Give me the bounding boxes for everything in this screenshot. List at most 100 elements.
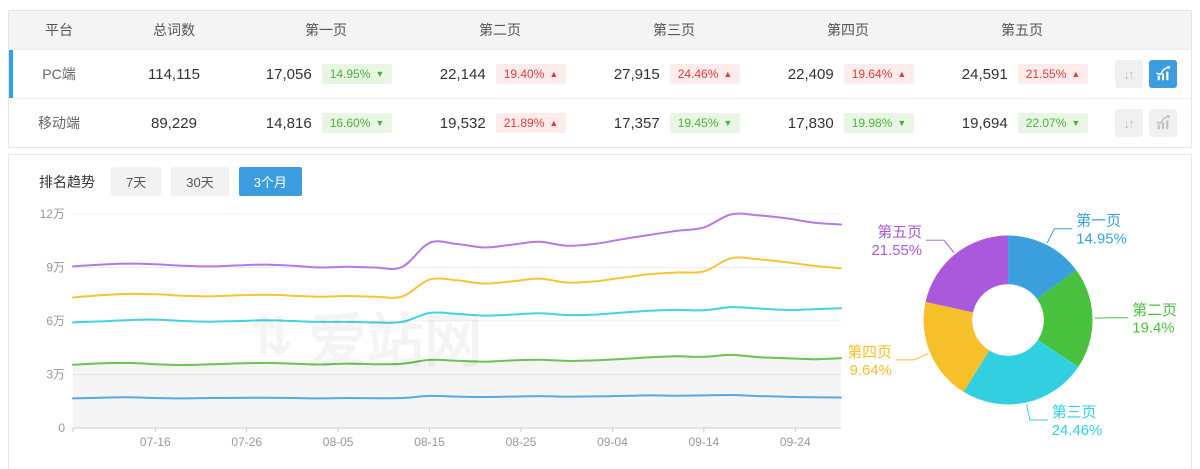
label-leader-line <box>1046 228 1073 244</box>
x-tick-label: 08-15 <box>414 435 445 449</box>
tab-range-1[interactable]: 30天 <box>171 167 229 196</box>
y-tick-label: 3万 <box>46 368 65 382</box>
area-fill <box>73 354 841 428</box>
table-row[interactable]: PC端 114,115 17,056 14.95% ▼ 22,144 19.40% ▲ 27,9… <box>9 49 1191 98</box>
donut-slice-2[interactable] <box>963 339 1079 405</box>
trend-percent: 19.45% <box>677 116 719 130</box>
page-cell: 17,357 19.45% ▼ <box>587 113 761 133</box>
page-count-value: 17,357 <box>613 114 660 132</box>
donut-slice-0[interactable] <box>1008 235 1077 299</box>
trend-badge: 24.46% ▲ <box>669 64 741 84</box>
down-triangle-icon: ▼ <box>375 117 385 128</box>
donut-slice-3[interactable] <box>923 301 990 392</box>
up-triangle-icon: ▲ <box>549 68 559 79</box>
show-chart-button[interactable] <box>1149 109 1177 137</box>
up-triangle-icon: ▲ <box>1071 68 1081 79</box>
platform-label: 移动端 <box>38 115 80 131</box>
tab-range-0[interactable]: 7天 <box>111 167 162 196</box>
up-triangle-icon: ▲ <box>723 68 733 79</box>
trend-percent: 21.55% <box>1025 67 1067 81</box>
page-count-value: 19,532 <box>439 114 486 132</box>
page-count-value: 14,816 <box>265 114 312 132</box>
donut-label-name: 第三页 <box>1052 403 1097 421</box>
show-chart-button[interactable] <box>1149 60 1177 88</box>
trend-percent: 16.60% <box>329 116 371 130</box>
x-tick-label: 08-05 <box>323 435 354 449</box>
trend-section-title: 排名趋势 <box>39 173 95 190</box>
bar-chart-trend-icon <box>1156 66 1171 81</box>
y-tick-label: 12万 <box>40 207 65 221</box>
x-tick-label: 09-24 <box>780 435 811 449</box>
series-line <box>72 306 842 324</box>
column-header-4: 第三页 <box>653 22 695 38</box>
donut-label-percent: 21.55% <box>871 243 922 259</box>
trend-percent: 19.98% <box>851 116 893 130</box>
trend-badge: 16.60% ▼ <box>321 113 393 133</box>
down-triangle-icon: ▼ <box>897 117 907 128</box>
column-header-6: 第五页 <box>1001 22 1043 38</box>
platform-label: PC端 <box>42 66 76 82</box>
page-cell: 19,694 22.07% ▼ <box>935 113 1109 133</box>
donut-label-percent: 19.4% <box>1132 321 1174 337</box>
trend-range-tabs: 7天 30天 3个月 <box>111 167 302 196</box>
page-count-value: 22,144 <box>439 65 486 83</box>
page-cell: 22,144 19.40% ▲ <box>413 64 587 84</box>
donut-label-name: 第四页 <box>849 343 892 361</box>
sort-button[interactable]: ↓↑ <box>1115 109 1143 137</box>
trend-badge: 21.89% ▲ <box>495 113 567 133</box>
column-header-3: 第二页 <box>479 22 521 38</box>
page-cell: 17,056 14.95% ▼ <box>239 64 413 84</box>
series-line <box>72 256 842 299</box>
y-tick-label: 6万 <box>46 314 65 328</box>
page-cell: 19,532 21.89% ▲ <box>413 113 587 133</box>
trend-percent: 19.40% <box>503 67 545 81</box>
page-count-value: 22,409 <box>787 65 834 83</box>
series-line <box>72 212 842 270</box>
trend-badge: 21.55% ▲ <box>1017 64 1089 84</box>
trend-badge: 19.45% ▼ <box>669 113 741 133</box>
sort-button[interactable]: ↓↑ <box>1115 60 1143 88</box>
trend-badge: 19.64% ▲ <box>843 64 915 84</box>
column-header-5: 第四页 <box>827 22 869 38</box>
x-tick-label: 08-25 <box>506 435 537 449</box>
x-tick-label: 09-14 <box>689 435 720 449</box>
tab-range-2[interactable]: 3个月 <box>238 167 302 196</box>
up-triangle-icon: ▲ <box>549 117 559 128</box>
page-cell: 24,591 21.55% ▲ <box>935 64 1109 84</box>
column-header-0: 平台 <box>45 22 73 38</box>
total-words-value: 114,115 <box>148 65 200 83</box>
page-count-value: 17,830 <box>787 114 834 132</box>
label-leader-line <box>895 353 929 361</box>
page-count-value: 24,591 <box>961 65 1008 83</box>
donut-label-name: 第五页 <box>877 223 922 241</box>
donut-slice-1[interactable] <box>1036 270 1093 367</box>
trend-badge: 14.95% ▼ <box>321 64 393 84</box>
page-cell: 22,409 19.64% ▲ <box>761 64 935 84</box>
donut-slice-4[interactable] <box>925 235 1009 313</box>
row-actions: ↓↑ <box>1109 109 1191 137</box>
trend-badge: 19.98% ▼ <box>843 113 915 133</box>
keyword-rank-table: 平台 总词数 第一页 第二页 第三页 第四页 第五页 PC端 114,115 17,056 14.… <box>8 10 1192 148</box>
rank-trend-line-chart[interactable]: 07-16 07-26 08-05 08-15 08-25 09-04 09-14 09-24… <box>9 198 849 460</box>
charts-area: 07-16 07-26 08-05 08-15 08-25 09-04 09-14 09-24… <box>9 198 1191 465</box>
table-body: PC端 114,115 17,056 14.95% ▼ 22,144 19.40% ▲ 27,9… <box>9 49 1191 147</box>
page-cell: 27,915 24.46% ▲ <box>587 64 761 84</box>
trend-percent: 14.95% <box>329 67 371 81</box>
trend-badge: 22.07% ▼ <box>1017 113 1089 133</box>
trend-percent: 21.89% <box>503 116 545 130</box>
page-count-value: 27,915 <box>613 65 660 83</box>
donut-label-percent: 14.95% <box>1076 232 1127 248</box>
page-count-value: 19,694 <box>961 114 1008 132</box>
page-cell: 14,816 16.60% ▼ <box>239 113 413 133</box>
rank-trend-panel: 排名趋势 7天 30天 3个月 07-16 07-26 08-05 08-15 08-25 0… <box>8 154 1192 469</box>
page-share-donut-chart[interactable]: 第一页 14.95% 第二页 19.4% 第三页 24.46% 第四页 19.64% 第五页 21… <box>849 198 1187 448</box>
row-actions: ↓↑ <box>1109 60 1191 88</box>
y-tick-label: 9万 <box>46 261 65 275</box>
series-line <box>72 353 842 367</box>
table-row[interactable]: 移动端 89,229 14,816 16.60% ▼ 19,532 21.89% ▲ 17,35… <box>9 98 1191 147</box>
donut-label-name: 第一页 <box>1076 212 1121 230</box>
page-count-value: 17,056 <box>265 65 312 83</box>
trend-percent: 24.46% <box>677 67 719 81</box>
label-leader-line <box>1026 404 1048 421</box>
